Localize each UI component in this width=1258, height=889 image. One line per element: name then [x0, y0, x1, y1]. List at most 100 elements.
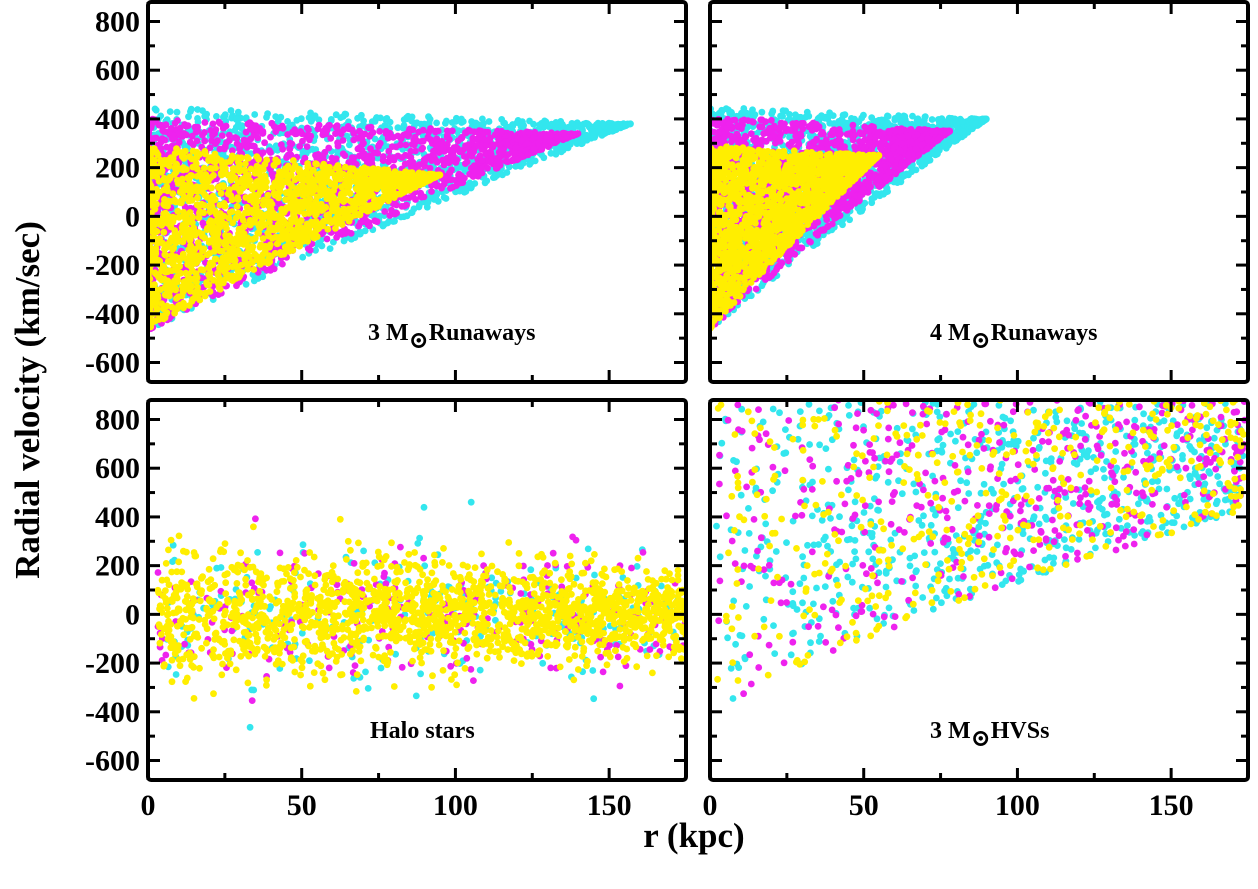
data-point: [303, 168, 310, 176]
data-point: [182, 216, 190, 224]
data-point: [150, 145, 158, 153]
data-point: [311, 112, 319, 120]
data-point: [266, 147, 273, 155]
data-point: [519, 159, 527, 167]
data-point: [167, 124, 175, 132]
data-point: [278, 224, 285, 232]
data-point: [358, 166, 365, 173]
data-point: [344, 175, 352, 182]
data-point: [547, 132, 555, 139]
data-point: [193, 154, 201, 162]
data-point: [195, 290, 202, 298]
data-point: [470, 162, 478, 170]
data-point: [346, 141, 353, 149]
data-point: [206, 219, 213, 227]
data-point: [415, 202, 423, 210]
data-point: [274, 158, 281, 166]
data-point: [333, 220, 341, 228]
data-point: [384, 134, 392, 142]
data-point: [150, 249, 158, 257]
data-point: [278, 216, 285, 224]
data-point: [238, 122, 246, 129]
data-point: [264, 191, 272, 199]
data-point: [433, 182, 441, 190]
data-point: [271, 249, 279, 257]
data-point: [156, 286, 164, 293]
data-point: [198, 254, 206, 261]
data-point: [155, 316, 163, 323]
data-point: [197, 171, 205, 179]
data-point: [261, 139, 268, 147]
data-point: [216, 201, 224, 209]
data-point: [598, 132, 606, 139]
data-point: [192, 160, 200, 167]
data-point: [151, 169, 159, 176]
data-point: [503, 169, 511, 176]
data-point: [394, 124, 402, 132]
data-point: [208, 184, 215, 192]
data-point: [388, 206, 395, 214]
data-point: [342, 210, 349, 218]
data-point: [192, 128, 200, 136]
data-point: [242, 280, 250, 288]
data-point: [599, 120, 606, 127]
data-point: [538, 145, 546, 153]
data-point: [435, 149, 443, 157]
data-point: [284, 236, 292, 244]
data-point: [212, 156, 220, 163]
data-point: [216, 120, 224, 127]
panel-top-right: 4 M⊙Runaways: [708, 0, 1250, 384]
data-point: [154, 256, 161, 264]
data-point: [153, 305, 161, 313]
data-point: [367, 145, 374, 153]
data-point: [205, 281, 213, 289]
data-point: [207, 200, 215, 207]
data-point: [308, 230, 316, 238]
data-point: [408, 178, 416, 185]
data-point: [288, 140, 296, 148]
data-point: [389, 133, 397, 141]
data-point: [220, 161, 228, 169]
data-point: [472, 119, 480, 127]
data-point: [277, 141, 285, 149]
data-point: [180, 130, 188, 137]
data-point: [372, 176, 380, 184]
data-point: [523, 140, 531, 147]
data-point: [206, 288, 214, 295]
data-point: [218, 132, 226, 140]
data-point: [234, 265, 242, 273]
data-point: [299, 253, 307, 261]
data-point: [307, 118, 315, 125]
data-point: [385, 147, 393, 155]
data-point: [194, 194, 201, 202]
data-point: [212, 246, 220, 253]
data-point: [342, 110, 350, 118]
data-point: [294, 236, 302, 244]
data-point: [275, 172, 283, 180]
data-point: [159, 126, 167, 134]
data-point: [279, 260, 286, 268]
data-point: [468, 152, 476, 160]
data-point: [371, 183, 379, 191]
data-point: [376, 139, 384, 147]
data-point: [160, 200, 168, 208]
data-point: [528, 158, 535, 166]
data-point: [194, 284, 201, 291]
data-point: [160, 228, 168, 236]
data-point: [225, 131, 233, 139]
data-point: [199, 219, 207, 227]
data-point: [524, 151, 532, 159]
data-point: [173, 176, 181, 184]
data-point: [215, 291, 222, 298]
data-point: [306, 246, 314, 254]
data-point: [315, 176, 323, 184]
data-point: [303, 143, 311, 151]
data-point: [358, 111, 365, 119]
data-point: [324, 225, 332, 233]
points-top-right: [710, 105, 990, 332]
data-point: [229, 219, 237, 227]
data-point: [194, 106, 202, 113]
data-point: [220, 268, 228, 275]
data-point: [289, 247, 297, 254]
data-point: [447, 176, 455, 184]
